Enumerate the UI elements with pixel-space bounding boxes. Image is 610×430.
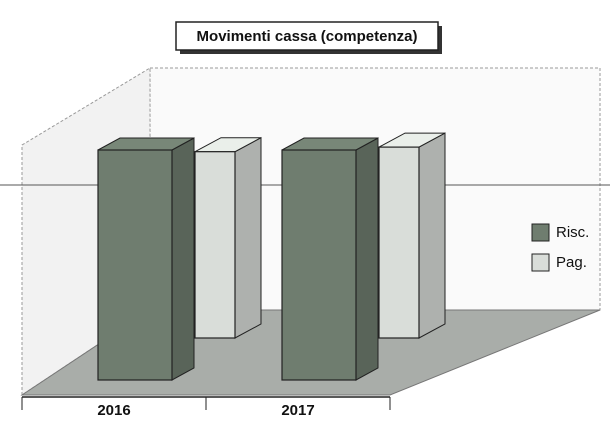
bar-side	[418, 132, 446, 339]
title-box	[175, 21, 439, 51]
bars	[97, 132, 446, 381]
legend-label: Risc.	[556, 224, 589, 241]
bar-side	[171, 137, 195, 381]
bar-side	[355, 137, 379, 381]
chart-title: Movimenti cassa (competenza)	[197, 28, 418, 45]
bar	[378, 146, 420, 339]
legend-swatch	[531, 253, 550, 272]
bar	[281, 149, 357, 381]
bar	[194, 151, 236, 339]
x-tick-label: 2016	[97, 402, 130, 419]
bar	[97, 149, 173, 381]
legend-swatch	[531, 223, 550, 242]
bar-side	[234, 136, 262, 339]
legend-label: Pag.	[556, 254, 587, 271]
x-tick-label: 2017	[281, 402, 314, 419]
